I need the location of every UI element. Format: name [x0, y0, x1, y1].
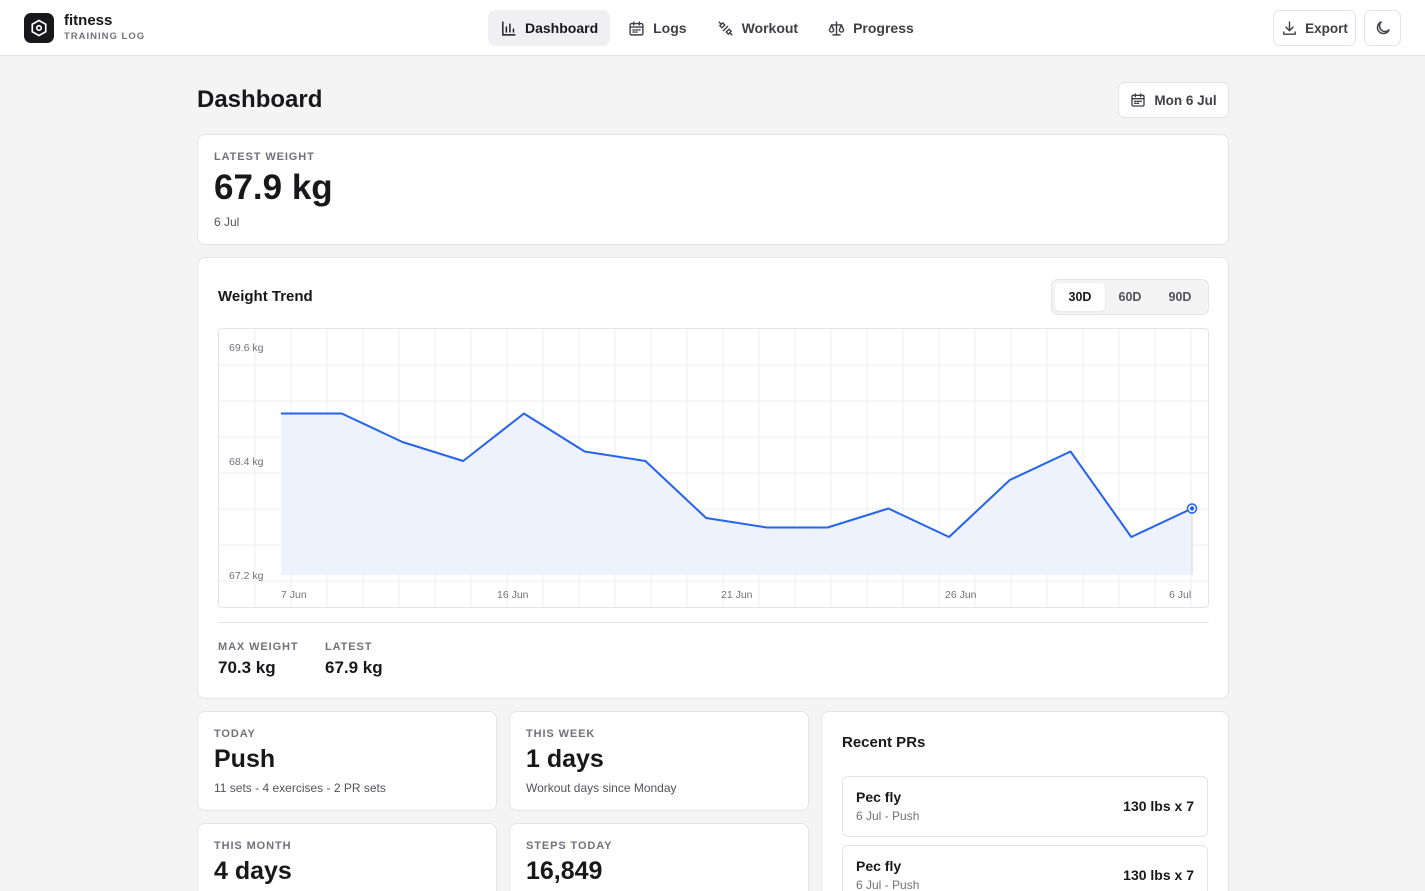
weight-data-point: [643, 459, 647, 463]
pr-exercise-name: Pec fly: [856, 789, 902, 805]
tab-dashboard[interactable]: Dashboard: [488, 10, 611, 46]
x-tick-label: 6 Jul: [1169, 589, 1191, 601]
app-logo[interactable]: [24, 13, 54, 43]
range-30d-button[interactable]: 30D: [1055, 283, 1105, 311]
weight-data-point: [1008, 478, 1012, 482]
pr-meta: 6 Jul - Push: [856, 878, 920, 891]
weight-data-point: [400, 440, 404, 444]
this-week-sub: Workout days since Monday: [526, 781, 677, 795]
theme-toggle-button[interactable]: [1364, 10, 1401, 46]
weight-area-fill: [281, 413, 1192, 575]
latest-data-point-dot: [1189, 506, 1195, 511]
max-weight-label: MAX WEIGHT: [218, 641, 299, 653]
steps-today-card[interactable]: STEPS TODAY 16,849: [509, 823, 809, 891]
max-weight-value: 70.3 kg: [218, 658, 276, 677]
weight-series-line: [281, 412, 1193, 538]
today-label: TODAY: [214, 728, 256, 740]
range-90d-button[interactable]: 90D: [1168, 290, 1192, 304]
pr-value: 130 lbs x 7: [1123, 867, 1194, 883]
scale-icon: [828, 20, 845, 36]
tab-workout-label: Workout: [741, 20, 799, 36]
latest-weight-date: 6 Jul: [214, 215, 240, 229]
weight-data-point: [886, 507, 890, 511]
moon-icon: [1376, 21, 1390, 35]
y-tick-label: 69.6 kg: [229, 342, 264, 354]
main-nav: Dashboard Logs Workout Progress: [488, 10, 926, 46]
bar-chart-icon: [502, 20, 516, 36]
this-month-label: THIS MONTH: [214, 840, 292, 852]
x-tick-label: 26 Jun: [945, 589, 977, 601]
this-week-value: 1 days: [526, 745, 604, 773]
trend-divider: [218, 622, 1209, 623]
weight-data-point: [947, 535, 951, 539]
today-value: Push: [214, 745, 276, 773]
app-subtitle: TRAINING LOG: [64, 31, 146, 42]
tab-progress-label: Progress: [853, 20, 914, 36]
this-month-value: 4 days: [214, 857, 292, 885]
weight-data-point: [522, 412, 526, 416]
pr-list-item[interactable]: Pec fly 6 Jul - Push 130 lbs x 7: [842, 845, 1208, 891]
dumbbell-icon: [717, 20, 733, 36]
pr-list-item[interactable]: Pec fly 6 Jul - Push 130 lbs x 7: [842, 776, 1208, 837]
download-icon: [1283, 20, 1296, 35]
recent-prs-title: Recent PRs: [842, 734, 926, 751]
steps-today-label: STEPS TODAY: [526, 840, 613, 852]
range-selector: 30D 60D 90D: [1051, 279, 1209, 315]
date-picker-button[interactable]: Mon 6 Jul: [1118, 82, 1229, 118]
tab-workout[interactable]: Workout: [705, 10, 811, 46]
weight-data-point: [826, 526, 830, 530]
tab-logs-label: Logs: [653, 20, 687, 36]
calendar-icon: [1131, 93, 1146, 107]
range-60d-button[interactable]: 60D: [1118, 290, 1142, 304]
tab-dashboard-label: Dashboard: [525, 20, 599, 36]
export-label: Export: [1305, 20, 1348, 36]
latest-stat-label: LATEST: [325, 641, 373, 653]
tab-progress[interactable]: Progress: [816, 10, 926, 46]
x-tick-label: 7 Jun: [281, 589, 307, 601]
latest-stat-value: 67.9 kg: [325, 658, 383, 677]
calendar-icon: [629, 20, 644, 36]
weight-data-point: [704, 516, 708, 520]
page-title: Dashboard: [197, 86, 323, 113]
date-label: Mon 6 Jul: [1154, 92, 1217, 108]
weight-trend-chart-svg: 69.6 kg 68.4 kg 67.2 kg 7 Jun 16 Jun 21 Jun 26…: [219, 329, 1208, 607]
this-week-card[interactable]: THIS WEEK 1 days Workout days since Mond…: [509, 711, 809, 811]
weight-data-point: [1129, 535, 1133, 539]
y-tick-label: 67.2 kg: [229, 570, 264, 582]
weight-data-point: [583, 450, 587, 454]
weight-data-point: [765, 526, 769, 530]
pr-value: 130 lbs x 7: [1123, 798, 1194, 814]
x-tick-label: 16 Jun: [497, 589, 529, 601]
y-tick-label: 68.4 kg: [229, 456, 264, 468]
weight-trend-card: Weight Trend 30D 60D 90D 69.6 kg 68.4 kg 6…: [197, 257, 1229, 699]
weight-trend-title: Weight Trend: [218, 288, 313, 305]
weight-data-point: [340, 412, 344, 416]
steps-today-value: 16,849: [526, 857, 603, 885]
latest-stat: LATEST 67.9 kg: [325, 641, 383, 678]
hexagon-logo-icon: [31, 19, 47, 37]
app-name: fitness: [64, 12, 113, 29]
weight-data-point: [461, 459, 465, 463]
pr-exercise-name: Pec fly: [856, 858, 902, 874]
weight-data-point: [279, 412, 283, 416]
today-sub: 11 sets - 4 exercises - 2 PR sets: [214, 781, 386, 795]
tab-logs[interactable]: Logs: [616, 10, 698, 46]
x-tick-label: 21 Jun: [721, 589, 753, 601]
pr-meta: 6 Jul - Push: [856, 809, 920, 823]
latest-weight-value: 67.9 kg: [214, 168, 333, 207]
export-button[interactable]: Export: [1273, 10, 1356, 46]
max-weight-stat: MAX WEIGHT 70.3 kg: [218, 641, 299, 678]
latest-weight-card: LATEST WEIGHT 67.9 kg 6 Jul: [197, 134, 1229, 245]
latest-weight-label: LATEST WEIGHT: [214, 151, 315, 163]
weight-data-point: [1069, 450, 1073, 454]
top-bar: fitness TRAINING LOG Dashboard Logs Work…: [0, 0, 1425, 56]
recent-prs-card: Recent PRs Pec fly 6 Jul - Push 130 lbs …: [821, 711, 1229, 891]
this-month-card[interactable]: THIS MONTH 4 days: [197, 823, 497, 891]
today-card[interactable]: TODAY Push 11 sets - 4 exercises - 2 PR …: [197, 711, 497, 811]
weight-trend-chart: 69.6 kg 68.4 kg 67.2 kg 7 Jun 16 Jun 21 Jun 26…: [218, 328, 1209, 608]
this-week-label: THIS WEEK: [526, 728, 596, 740]
